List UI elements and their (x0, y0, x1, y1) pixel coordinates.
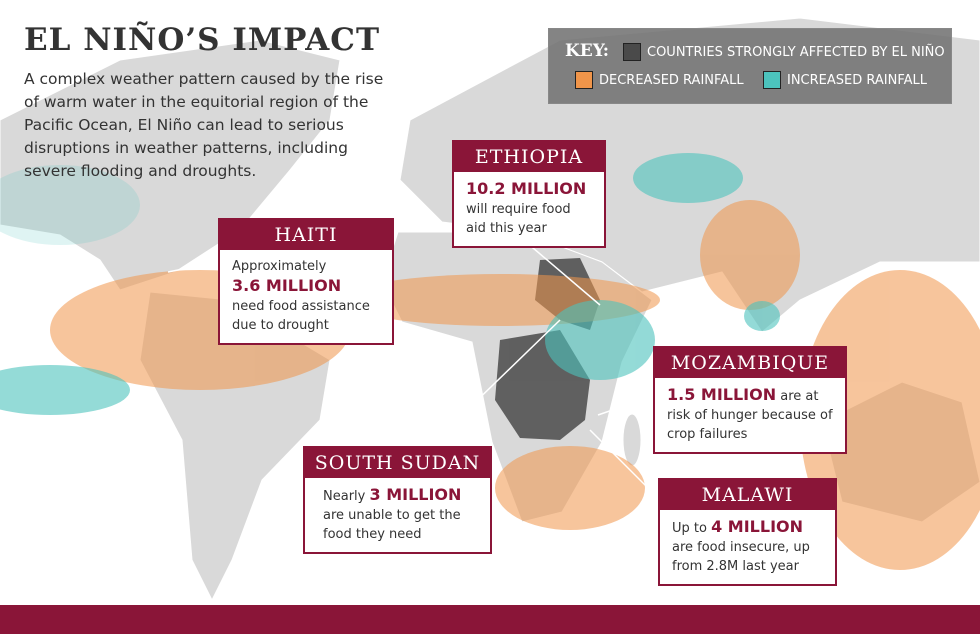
highlight: 3.6 MILLION (232, 276, 342, 295)
key-item: INCREASED RAINFALL (763, 71, 927, 89)
swatch (623, 43, 641, 61)
title: EL NIÑO’S IMPACT (24, 22, 381, 58)
text: Nearly (323, 489, 366, 504)
swatch (763, 71, 781, 89)
swatch (575, 71, 593, 89)
callout-body: 1.5 MILLION are at risk of hunger becaus… (655, 378, 845, 452)
callout-body: Up to 4 MILLION are food insecure, up fro… (660, 510, 835, 584)
text: are at risk of hunger because of crop fa… (667, 389, 833, 442)
key-label: KEY: (565, 41, 610, 61)
highlight: 1.5 MILLION (667, 385, 777, 404)
text: will require food aid this year (466, 202, 571, 236)
callout: SOUTH SUDAN Nearly 3 MILLION are unable t… (303, 446, 492, 554)
callout: ETHIOPIA 10.2 MILLION will require food a… (452, 140, 606, 248)
highlight: 10.2 MILLION (466, 179, 587, 198)
callout-title: MALAWI (660, 480, 835, 510)
callout: MALAWI Up to 4 MILLION are food insecure,… (658, 478, 837, 586)
callout: HAITI Approximately 3.6 MILLION need food … (218, 218, 394, 345)
callout-body: 10.2 MILLION will require food aid this y… (454, 172, 604, 246)
callout-body: Approximately 3.6 MILLION need food assist… (220, 250, 392, 343)
callout-title: HAITI (220, 220, 392, 250)
text: need food assistance due to drought (232, 299, 370, 333)
key: KEY: COUNTRIES STRONGLY AFFECTED BY EL N… (548, 28, 952, 104)
callout-title: SOUTH SUDAN (305, 448, 490, 478)
callout-title: MOZAMBIQUE (655, 348, 845, 378)
footer-bar (0, 605, 980, 634)
highlight: 3 MILLION (369, 485, 462, 504)
key-item: DECREASED RAINFALL (575, 71, 744, 89)
text: are food insecure, up from 2.8M last yea… (672, 540, 810, 574)
callout: MOZAMBIQUE 1.5 MILLION are at risk of hu… (653, 346, 847, 454)
text: Approximately (232, 259, 327, 274)
key-text: DECREASED RAINFALL (599, 72, 744, 88)
text: Up to (672, 521, 707, 536)
key-text: COUNTRIES STRONGLY AFFECTED BY EL NIÑO (647, 44, 945, 60)
key-item: COUNTRIES STRONGLY AFFECTED BY EL NIÑO (623, 43, 945, 61)
highlight: 4 MILLION (711, 517, 804, 536)
key-text: INCREASED RAINFALL (787, 72, 928, 88)
callout-title: ETHIOPIA (454, 142, 604, 172)
description: A complex weather pattern caused by the … (24, 70, 384, 180)
callout-body: Nearly 3 MILLION are unable to get the fo… (305, 478, 490, 552)
text: are unable to get the food they need (323, 508, 461, 542)
